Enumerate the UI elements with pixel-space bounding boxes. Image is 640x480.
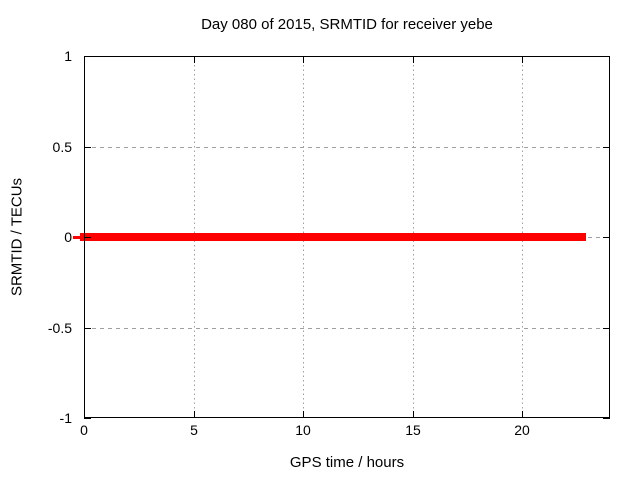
x-tick-bottom xyxy=(413,411,414,418)
x-tick-bottom xyxy=(194,411,195,418)
x-tick-top xyxy=(413,56,414,63)
x-tick-bottom xyxy=(303,411,304,418)
y-tick-left xyxy=(84,327,91,329)
y-tick-right xyxy=(603,327,610,329)
x-tick-top xyxy=(303,56,304,63)
h-gridline xyxy=(84,327,610,329)
series-line-start-cap xyxy=(73,236,84,239)
y-tick-label: -1 xyxy=(59,410,72,426)
y-tick-left xyxy=(84,56,91,57)
x-tick-label: 20 xyxy=(514,422,530,438)
plot-area xyxy=(73,56,610,419)
y-tick-left xyxy=(84,418,91,419)
chart-title: Day 080 of 2015, SRMTID for receiver yeb… xyxy=(201,16,493,33)
y-tick-right xyxy=(603,237,610,238)
x-tick-label: 15 xyxy=(405,422,421,438)
x-tick-top xyxy=(522,56,523,63)
x-tick-label: 10 xyxy=(295,422,311,438)
y-tick-right xyxy=(603,418,610,419)
x-tick-label: 0 xyxy=(80,422,88,438)
x-tick-top xyxy=(84,56,85,63)
series-line xyxy=(80,233,586,241)
y-tick-label: 1 xyxy=(64,48,72,64)
y-tick-right xyxy=(603,56,610,57)
x-tick-label: 5 xyxy=(190,422,198,438)
y-tick-right xyxy=(603,146,610,148)
y-tick-left xyxy=(84,237,91,238)
x-tick-top xyxy=(194,56,195,63)
h-gridline xyxy=(84,146,610,148)
y-tick-label: 0.5 xyxy=(52,138,72,155)
y-tick-label: 0 xyxy=(64,229,72,245)
y-tick-label: -0.5 xyxy=(47,319,72,336)
x-axis-label: GPS time / hours xyxy=(289,454,405,471)
x-tick-bottom xyxy=(84,411,85,418)
x-tick-bottom xyxy=(522,411,523,418)
y-tick-left xyxy=(84,146,91,148)
